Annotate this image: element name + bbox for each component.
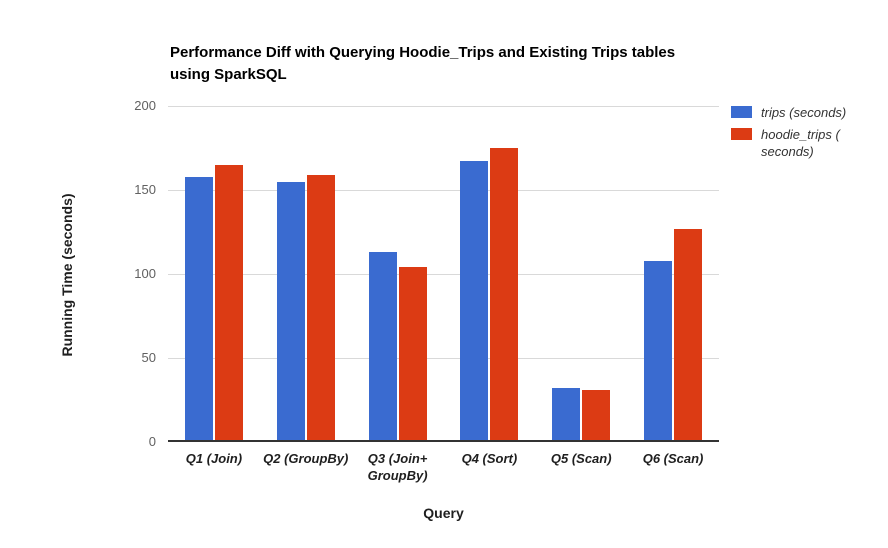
legend-item: trips (seconds) (731, 104, 875, 121)
gridline (168, 105, 719, 107)
x-tick-label: Q6 (Scan) (642, 451, 704, 466)
bar-group (443, 106, 535, 442)
y-tick-label: 0 (148, 434, 156, 449)
bar-hoodie-trips (214, 164, 243, 442)
legend-label: trips (seconds) (761, 105, 847, 120)
x-axis-ticks: Q1 (Join) Q2 (GroupBy) Q3 (Join+ GroupBy) Q… (168, 450, 719, 484)
chart-title: Performance Diff with Querying Hoodie_Tr… (170, 44, 676, 83)
bar-group (168, 106, 260, 442)
bar-trips (552, 388, 581, 442)
x-axis-line (168, 440, 719, 442)
bar-trips (460, 161, 489, 442)
bar-group (260, 106, 352, 442)
x-axis-title: Query (423, 505, 464, 521)
x-tick-label: Q2 (GroupBy) (263, 451, 349, 466)
gridline (168, 189, 719, 191)
bar-hoodie-trips (490, 148, 519, 442)
bar-hoodie-trips (582, 389, 611, 442)
legend-swatch (731, 106, 752, 118)
bar-hoodie-trips (398, 267, 427, 442)
y-tick-label: 50 (141, 350, 156, 365)
legend-swatch (731, 128, 752, 140)
bar-trips (184, 176, 213, 442)
gridline (168, 357, 719, 359)
bar-pair (368, 252, 427, 442)
bar-group (627, 106, 719, 442)
bar-groups (168, 106, 719, 442)
bar-pair (460, 148, 519, 442)
y-axis-ticks: 0 50 100 150 200 (0, 98, 156, 449)
bar-group (352, 106, 444, 442)
legend-label: hoodie_trips ( seconds) (761, 127, 840, 159)
plot-area (168, 105, 719, 442)
bar-pair (644, 228, 703, 442)
bar-hoodie-trips (674, 228, 703, 442)
bar-trips (368, 252, 397, 442)
x-tick-label: Q5 (Scan) (550, 451, 612, 466)
legend-item: hoodie_trips ( seconds) (731, 126, 875, 160)
x-tick-label: Q4 (Sort) (461, 451, 518, 466)
x-tick-label: Q3 (Join+ GroupBy) (367, 451, 428, 483)
x-tick-label: Q1 (Join) (185, 451, 243, 466)
legend: trips (seconds) hoodie_trips ( seconds) (731, 104, 875, 165)
bar-pair (552, 388, 611, 442)
y-tick-label: 200 (134, 98, 156, 113)
bar-pair (184, 164, 243, 442)
gridline (168, 273, 719, 275)
y-tick-label: 150 (134, 182, 156, 197)
bar-trips (644, 260, 673, 442)
bar-pair (276, 174, 335, 442)
bar-group (535, 106, 627, 442)
bar-trips (276, 181, 305, 442)
y-tick-label: 100 (134, 266, 156, 281)
bar-hoodie-trips (306, 174, 335, 442)
